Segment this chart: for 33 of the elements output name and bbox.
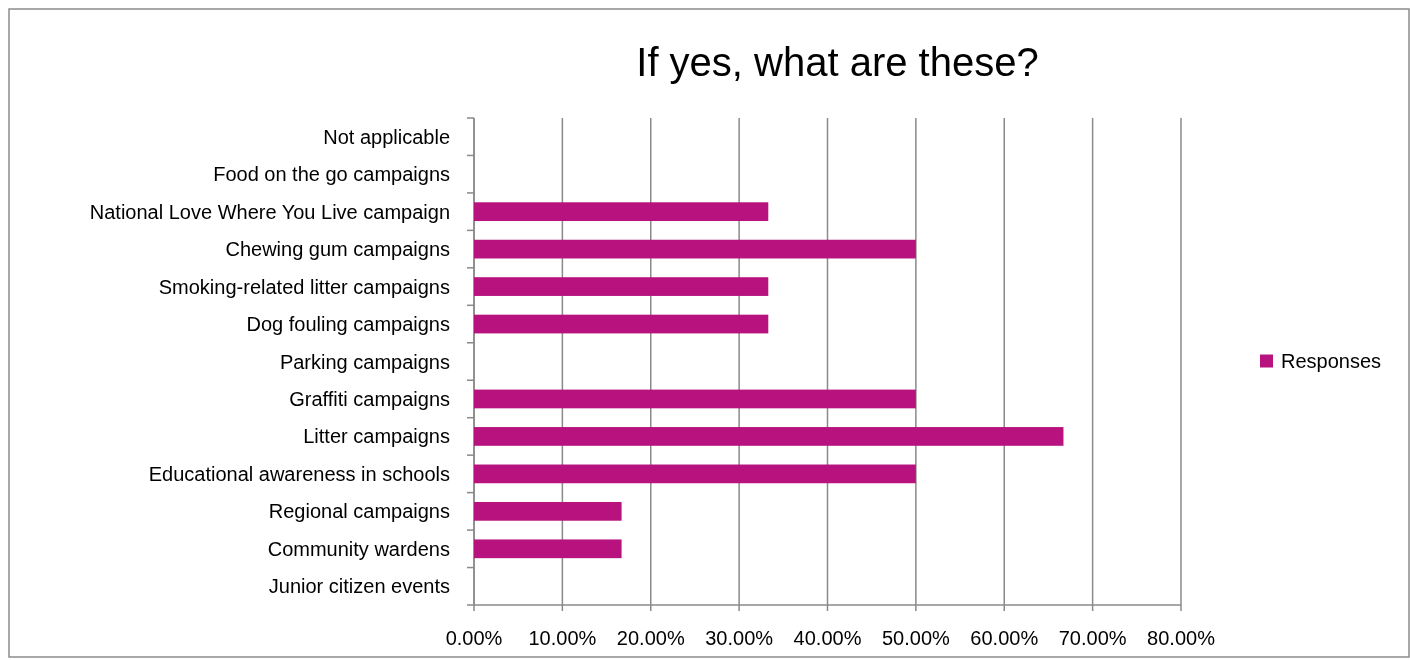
y-tick-label: National Love Where You Live campaign xyxy=(89,200,450,223)
y-tick-label: Educational awareness in schools xyxy=(148,462,450,485)
bar xyxy=(474,501,622,521)
bar xyxy=(474,202,769,222)
y-tick-label: Junior citizen events xyxy=(268,575,450,598)
x-tick-label: 20.00% xyxy=(616,627,685,649)
x-tick-label: 50.00% xyxy=(881,627,950,649)
x-tick-label: 0.00% xyxy=(445,627,503,649)
x-tick-label: 10.00% xyxy=(528,627,597,649)
bar xyxy=(474,277,769,296)
bar xyxy=(474,464,916,484)
y-tick-label: Parking campaigns xyxy=(279,350,450,373)
bar xyxy=(474,539,622,559)
y-tick-label: Community wardens xyxy=(267,537,450,560)
x-tick-label: 30.00% xyxy=(705,627,774,649)
y-tick-label: Not applicable xyxy=(323,125,450,148)
y-tick-label: Graffiti campaigns xyxy=(289,387,450,410)
x-tick-label: 40.00% xyxy=(793,627,862,649)
y-tick-label: Regional campaigns xyxy=(268,500,450,523)
bar xyxy=(474,239,916,259)
y-tick-label: Food on the go campaigns xyxy=(213,163,450,186)
y-tick-label: Chewing gum campaigns xyxy=(225,238,450,261)
bar xyxy=(474,389,916,409)
bar xyxy=(474,427,1064,446)
chart-title: If yes, what are these? xyxy=(636,40,1039,84)
x-tick-label: 80.00% xyxy=(1147,627,1216,649)
x-tick-label: 60.00% xyxy=(970,627,1039,649)
y-tick-label: Dog fouling campaigns xyxy=(246,313,450,336)
legend-label: Responses xyxy=(1281,349,1382,372)
y-tick-label: Smoking-related litter campaigns xyxy=(158,275,450,298)
y-tick-label: Litter campaigns xyxy=(303,425,450,448)
x-tick-label: 70.00% xyxy=(1058,627,1127,649)
bar xyxy=(474,314,769,334)
